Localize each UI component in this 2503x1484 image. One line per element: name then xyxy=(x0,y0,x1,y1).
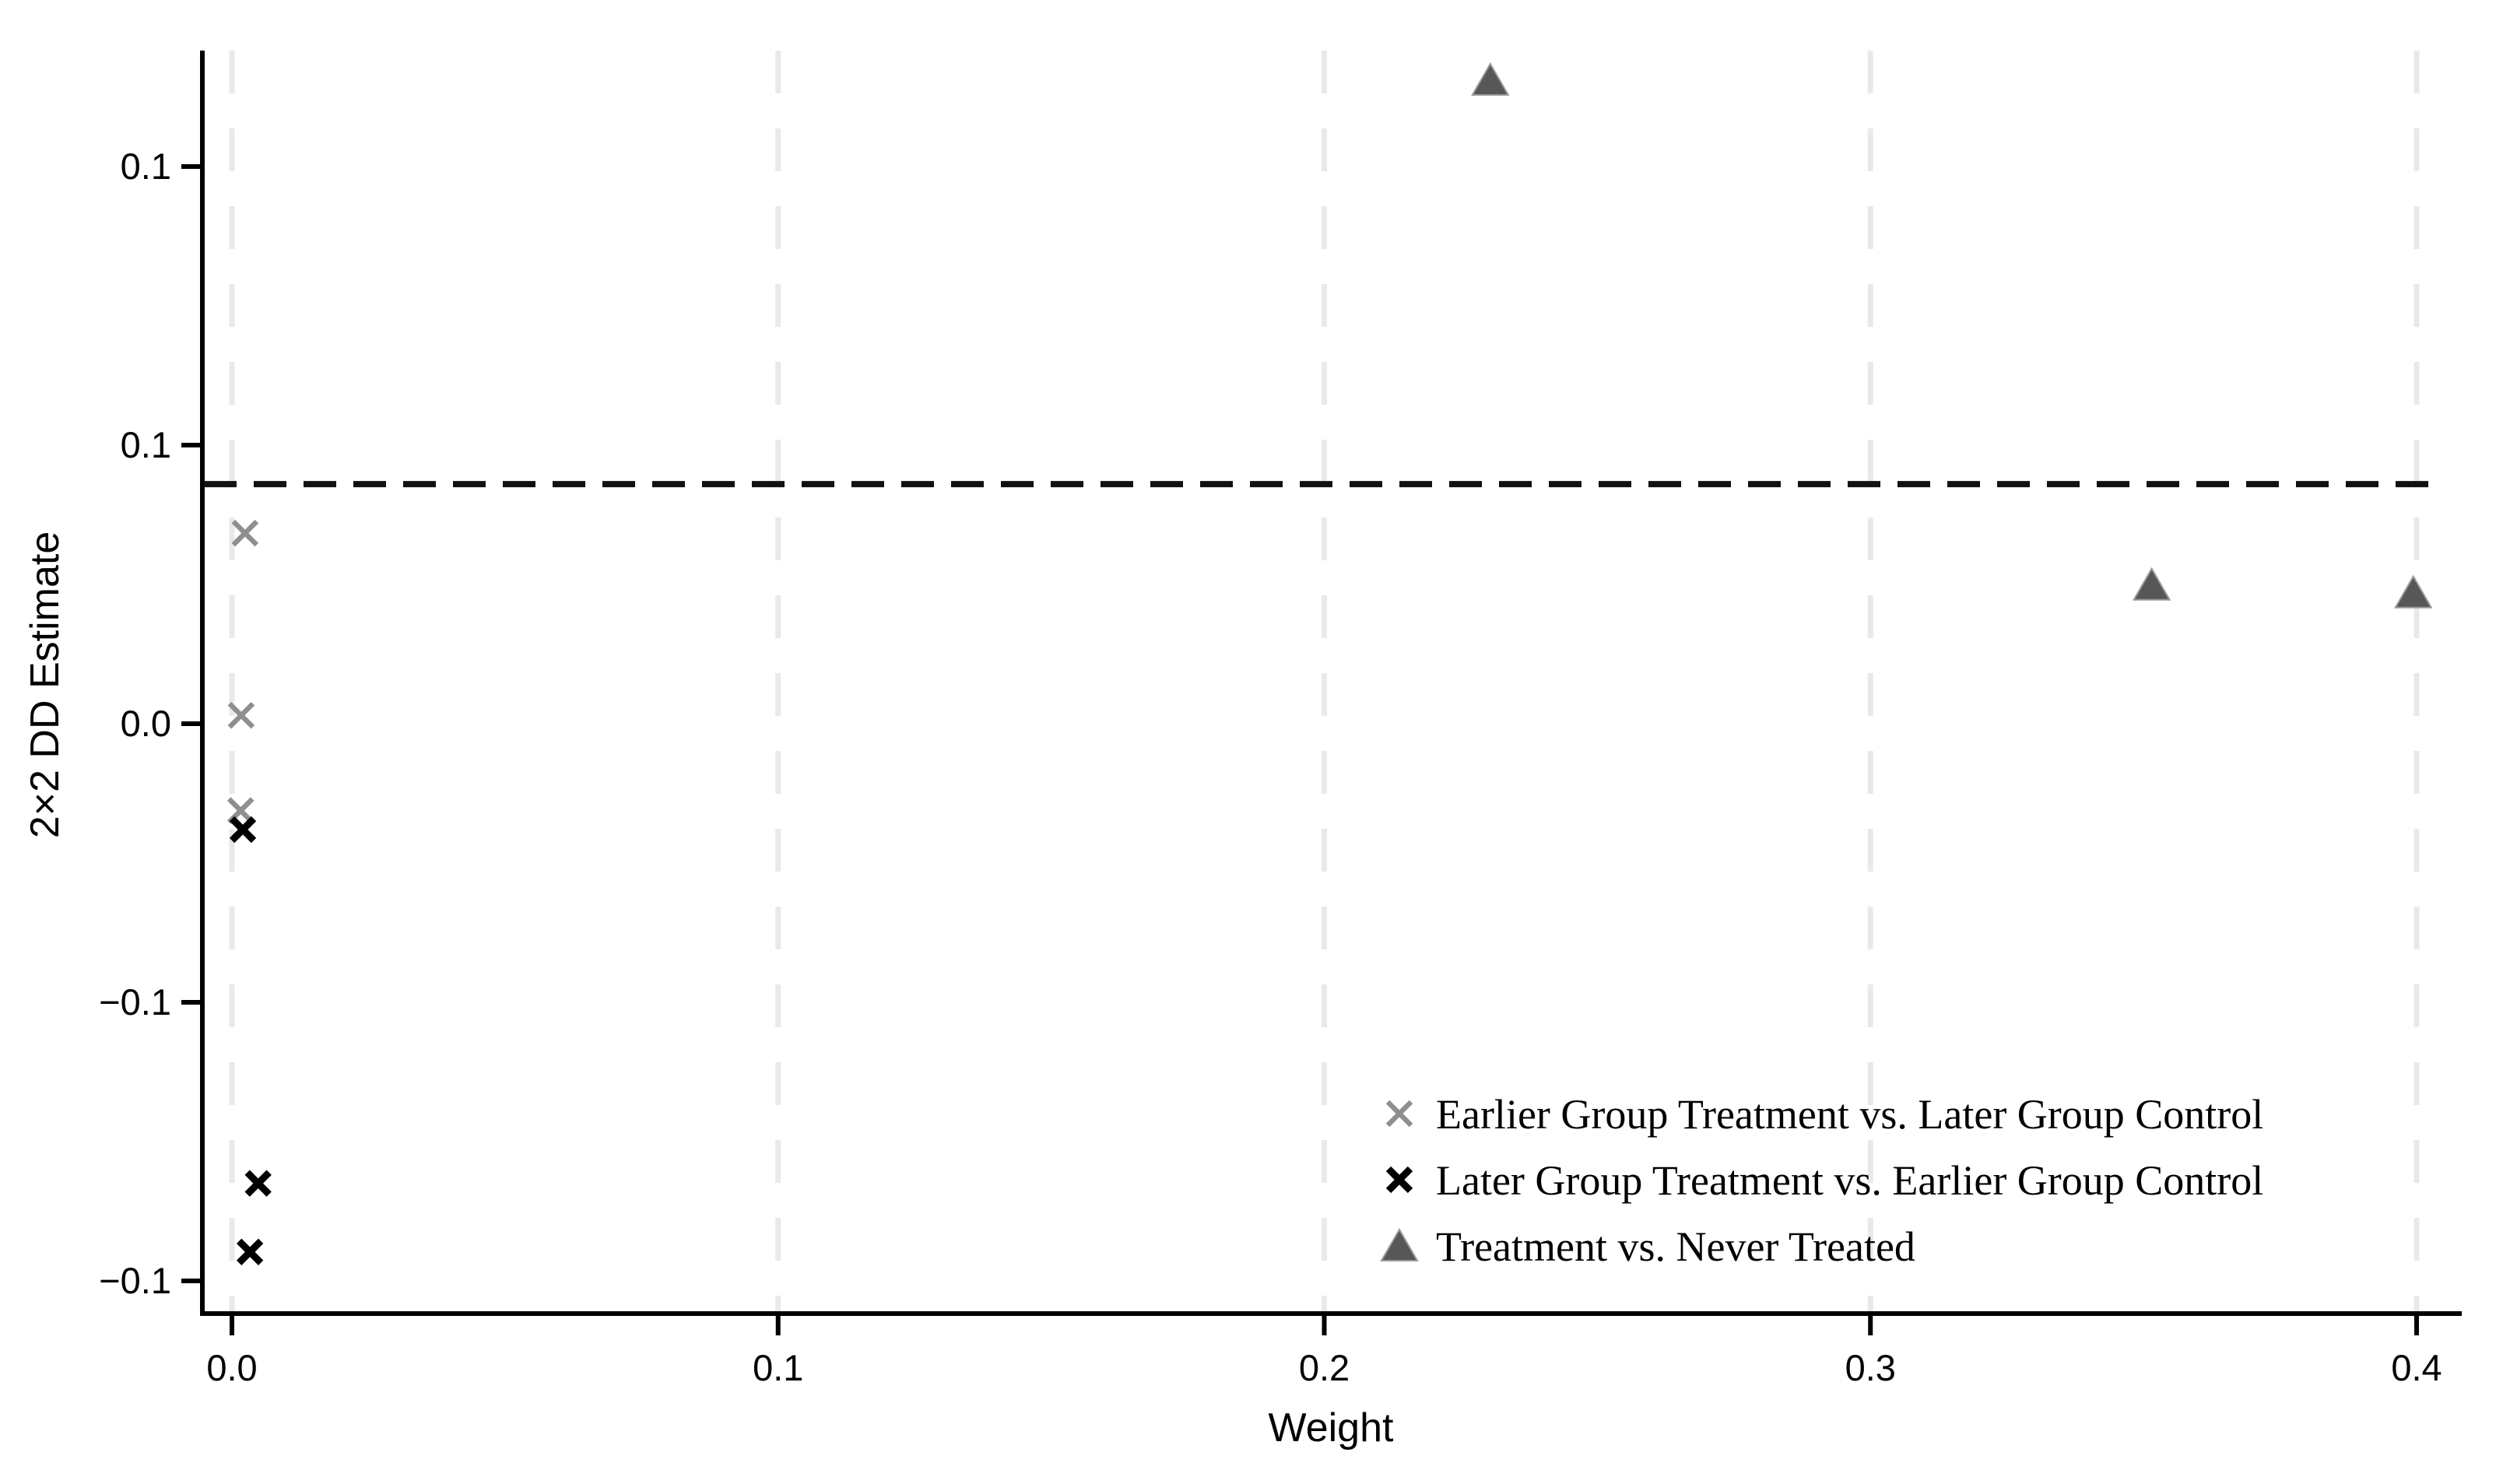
x-tick-label: 0.0 xyxy=(206,1347,257,1388)
y-tick-label: −0.1 xyxy=(99,981,171,1023)
gridlines-layer xyxy=(229,51,2420,1314)
y-axis-title: 2×2 DD Estimate xyxy=(23,532,68,839)
y-tick-label: 0.1 xyxy=(121,424,171,465)
data-point-x-marker xyxy=(236,1238,264,1265)
data-point-x-marker xyxy=(244,1170,272,1197)
legend-x-marker xyxy=(1385,1166,1413,1194)
legend-row: Later Group Treatment vs. Earlier Group … xyxy=(1385,1157,2263,1204)
data-point-triangle-marker xyxy=(2132,567,2171,601)
series-2 xyxy=(1471,62,2433,609)
data-point-x-marker xyxy=(227,701,255,729)
series-0 xyxy=(226,519,259,824)
data-points-layer xyxy=(226,62,2433,1265)
data-point-triangle-marker xyxy=(2394,574,2433,609)
y-tick-label: 0.0 xyxy=(121,703,171,744)
x-tick-label: 0.3 xyxy=(1845,1347,1896,1388)
y-tick-label: −0.1 xyxy=(99,1260,171,1301)
x-tick-label: 0.2 xyxy=(1299,1347,1350,1388)
legend-x-marker xyxy=(1385,1100,1413,1128)
legend-row: Earlier Group Treatment vs. Later Group … xyxy=(1385,1091,2263,1138)
y-tick-label: 0.1 xyxy=(121,146,171,187)
x-axis-title: Weight xyxy=(1269,1405,1394,1451)
legend: Earlier Group Treatment vs. Later Group … xyxy=(1380,1091,2263,1270)
legend-label: Later Group Treatment vs. Earlier Group … xyxy=(1436,1157,2263,1204)
data-point-x-marker xyxy=(231,519,259,547)
axes-layer: 0.1 0.1 0.0 −0.1 −0.1 0.0 0.1 0.2 0.3 0.4 xyxy=(99,51,2462,1388)
x-tick-label: 0.1 xyxy=(753,1347,803,1388)
x-tick-label: 0.4 xyxy=(2391,1347,2442,1388)
data-point-x-marker xyxy=(229,816,257,844)
legend-triangle-marker xyxy=(1380,1227,1419,1261)
legend-label: Earlier Group Treatment vs. Later Group … xyxy=(1436,1091,2263,1138)
series-1 xyxy=(229,816,272,1265)
legend-row: Treatment vs. Never Treated xyxy=(1380,1223,1915,1270)
legend-label: Treatment vs. Never Treated xyxy=(1436,1223,1915,1270)
data-point-triangle-marker xyxy=(1471,62,1510,96)
